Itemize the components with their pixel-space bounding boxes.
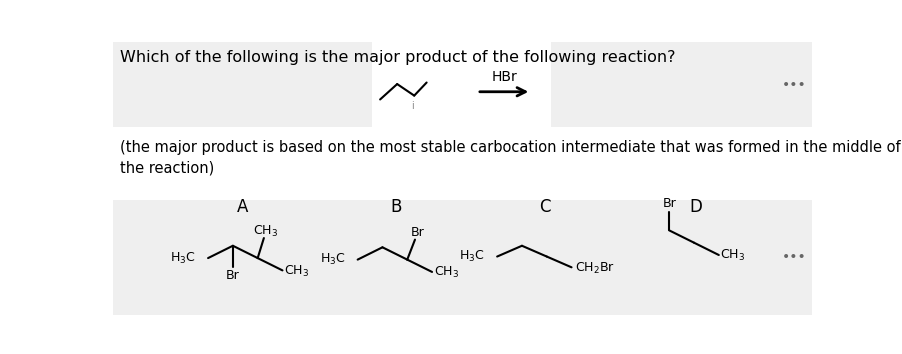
Text: C: C [539,198,551,216]
Bar [550,42,812,127]
Text: (the major product is based on the most stable carbocation intermediate that was: (the major product is based on the most … [121,139,901,176]
Text: H$_3$C: H$_3$C [170,251,196,266]
Text: CH$_3$: CH$_3$ [721,248,745,263]
Text: D: D [689,198,702,216]
Text: CH$_3$: CH$_3$ [284,264,309,279]
Text: CH$_3$: CH$_3$ [434,265,459,280]
Text: CH$_2$Br: CH$_2$Br [575,261,615,276]
Text: •••: ••• [782,78,807,92]
Text: •••: ••• [782,250,807,264]
Text: i: i [411,101,414,111]
Text: A: A [237,198,249,216]
Text: CH$_3$: CH$_3$ [253,224,278,239]
Text: H$_3$C: H$_3$C [319,252,345,267]
Text: HBr: HBr [492,70,517,84]
Text: Br: Br [411,226,425,239]
Text: Which of the following is the major product of the following reaction?: Which of the following is the major prod… [121,50,676,65]
Text: H$_3$C: H$_3$C [459,249,484,264]
Text: Br: Br [226,269,240,281]
Bar [113,200,812,315]
Text: B: B [390,198,401,216]
Bar [113,42,373,127]
Text: Br: Br [662,197,676,210]
